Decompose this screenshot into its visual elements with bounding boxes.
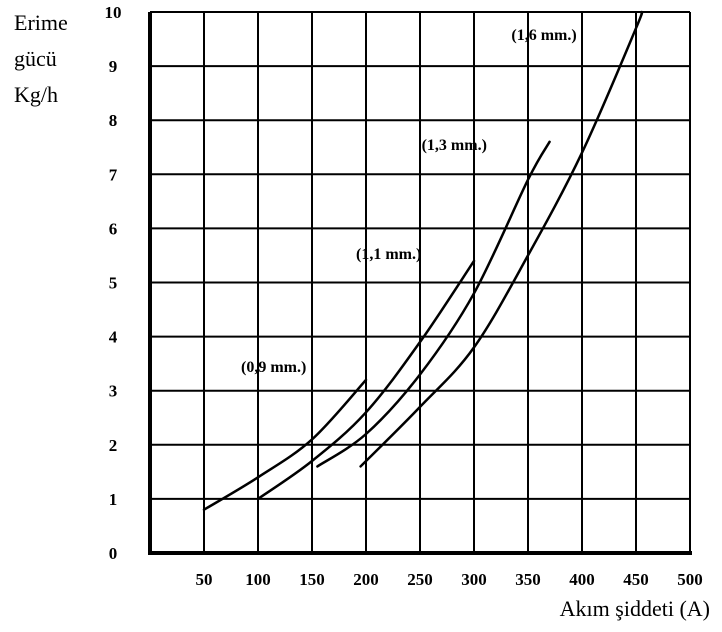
y-axis-label-line-2: gücü bbox=[14, 46, 57, 71]
series-line-4 bbox=[359, 10, 644, 468]
x-tick-label-400: 400 bbox=[569, 570, 595, 589]
x-tick-label-200: 200 bbox=[353, 570, 379, 589]
y-tick-label-8: 8 bbox=[109, 111, 118, 130]
x-tick-label-100: 100 bbox=[245, 570, 271, 589]
y-tick-label-9: 9 bbox=[109, 57, 118, 76]
x-tick-label-450: 450 bbox=[623, 570, 649, 589]
x-tick-label-150: 150 bbox=[299, 570, 325, 589]
x-tick-label-250: 250 bbox=[407, 570, 433, 589]
series-label-3: (1,3 mm.) bbox=[422, 137, 487, 154]
x-tick-label-500: 500 bbox=[677, 570, 703, 589]
y-tick-label-5: 5 bbox=[109, 274, 118, 293]
y-axis-label-line-3: Kg/h bbox=[14, 82, 58, 107]
series-label-1: (0,9 mm.) bbox=[241, 359, 306, 376]
y-tick-label-10: 10 bbox=[105, 3, 122, 22]
series-label-4: (1,6 mm.) bbox=[511, 27, 576, 44]
series-line-3 bbox=[316, 140, 551, 468]
y-tick-label-1: 1 bbox=[109, 490, 118, 509]
x-tick-label-350: 350 bbox=[515, 570, 541, 589]
series-label-2: (1,1 mm.) bbox=[356, 246, 421, 263]
y-tick-label-4: 4 bbox=[109, 328, 118, 347]
y-axis-label-line-1: Erime bbox=[14, 10, 68, 35]
series-line-2 bbox=[256, 259, 476, 501]
y-tick-label-3: 3 bbox=[109, 382, 118, 401]
y-tick-label-2: 2 bbox=[109, 436, 118, 455]
y-tick-label-7: 7 bbox=[109, 165, 118, 184]
x-tick-label-50: 50 bbox=[196, 570, 213, 589]
y-tick-label-6: 6 bbox=[109, 219, 118, 238]
x-tick-label-300: 300 bbox=[461, 570, 487, 589]
series-line-1 bbox=[202, 378, 368, 511]
x-axis-label: Akım şiddeti (A) bbox=[559, 596, 710, 621]
y-tick-label-0: 0 bbox=[109, 544, 118, 563]
